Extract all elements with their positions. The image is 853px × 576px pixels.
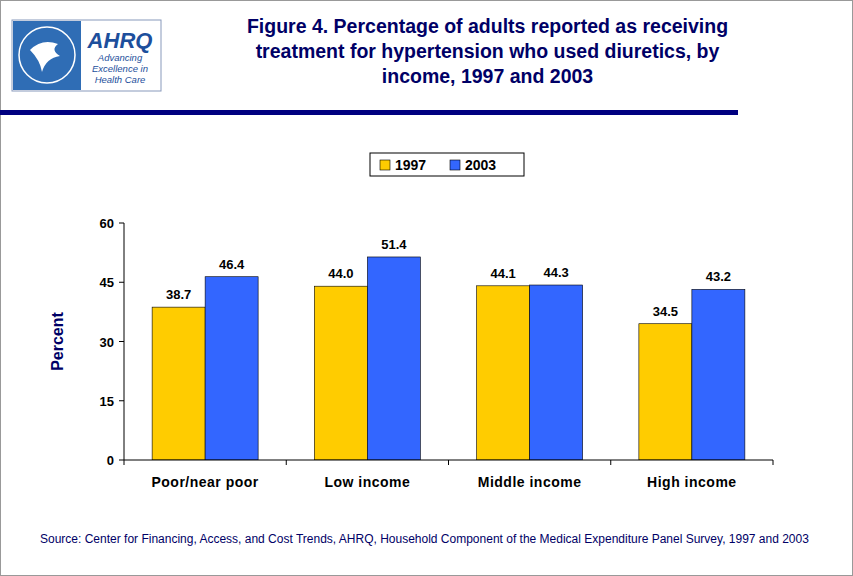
data-labels: 38.7 44.0 44.1 34.5 46.4 51.4 44.3 43.2 xyxy=(166,237,731,319)
x-tick xyxy=(773,460,774,465)
bar xyxy=(205,277,258,460)
y-tick xyxy=(119,223,124,224)
y-tick xyxy=(119,341,124,342)
x-tick-label: Poor/near poor xyxy=(151,474,258,490)
y-axis-label: Percent xyxy=(49,311,66,370)
y-tick-label: 15 xyxy=(100,394,114,409)
bars xyxy=(152,257,745,460)
bar xyxy=(314,286,367,460)
legend: 1997 2003 xyxy=(370,153,524,176)
data-label: 43.2 xyxy=(706,269,731,284)
data-label: 34.5 xyxy=(653,304,678,319)
logo-seal xyxy=(13,21,81,90)
y-tick xyxy=(119,400,124,401)
y-tick-label: 60 xyxy=(100,216,114,231)
bar xyxy=(367,257,420,460)
legend-label: 2003 xyxy=(465,157,496,173)
bar xyxy=(477,286,530,460)
y-tick xyxy=(119,282,124,283)
bar xyxy=(639,324,692,460)
x-tick-label: Middle income xyxy=(478,474,582,490)
data-label: 44.0 xyxy=(328,266,353,281)
legend-swatch xyxy=(450,160,460,170)
source-note: Source: Center for Financing, Access, an… xyxy=(40,532,815,547)
logo-seal-ring xyxy=(19,27,75,83)
data-label: 44.1 xyxy=(490,266,515,281)
title: Figure 4. Percentage of adults reported … xyxy=(245,14,730,89)
data-label: 44.3 xyxy=(543,265,568,280)
page: {"chart_data": { "type": "bar", "title":… xyxy=(0,0,853,576)
bar xyxy=(530,285,583,460)
data-label: 38.7 xyxy=(166,287,191,302)
y-tick-label: 45 xyxy=(100,275,114,290)
bar xyxy=(692,289,745,460)
logo-tagline: Advancing Excellence in Health Care xyxy=(84,52,156,85)
data-label: 46.4 xyxy=(219,257,245,272)
y-tick xyxy=(119,460,124,461)
legend-box xyxy=(370,153,524,176)
logo-eagle xyxy=(30,42,60,72)
logo-name: AHRQ xyxy=(87,28,153,53)
legend-label: 1997 xyxy=(395,157,426,173)
y-tick-label: 0 xyxy=(107,453,114,468)
frame xyxy=(1,1,853,576)
x-tick xyxy=(448,460,449,465)
x-tick-label: Low income xyxy=(324,474,410,490)
logo-box xyxy=(12,20,161,91)
legend-swatch xyxy=(380,160,390,170)
bar xyxy=(152,307,205,460)
x-tick-label: High income xyxy=(647,474,737,490)
y-tick-label: 30 xyxy=(100,335,114,350)
header-rule xyxy=(0,110,738,115)
x-tick xyxy=(610,460,611,465)
x-tick xyxy=(124,460,125,465)
data-label: 51.4 xyxy=(381,237,407,252)
x-tick xyxy=(286,460,287,465)
